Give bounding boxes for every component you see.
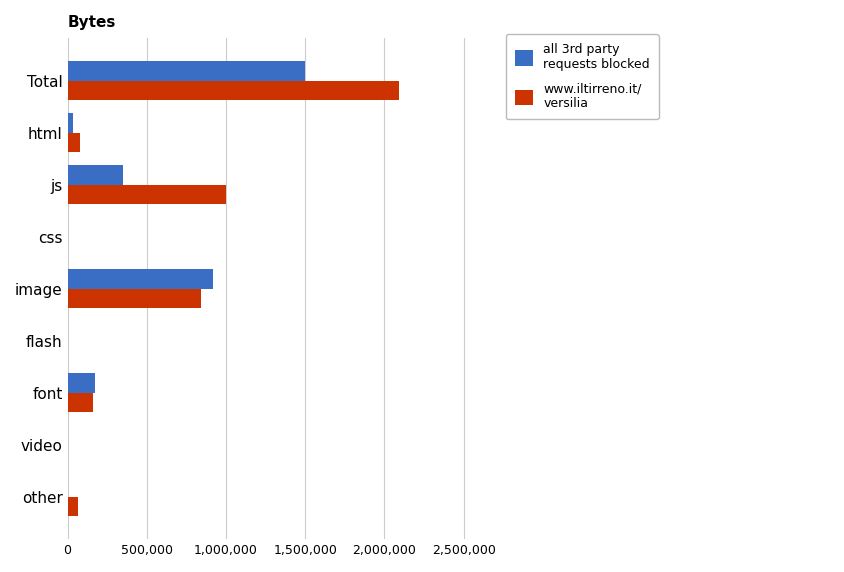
Bar: [68, 81, 398, 101]
Bar: [68, 289, 200, 308]
Legend: all 3rd party
requests blocked, www.iltirreno.it/
versilia: all 3rd party requests blocked, www.ilti…: [506, 34, 658, 119]
Bar: [68, 373, 95, 392]
Bar: [68, 133, 80, 152]
Bar: [68, 392, 93, 412]
Bar: [68, 61, 305, 81]
Bar: [68, 269, 213, 289]
Bar: [68, 113, 73, 133]
Bar: [68, 165, 123, 185]
Bar: [68, 496, 78, 517]
Bar: [68, 185, 225, 204]
Text: Bytes: Bytes: [68, 15, 116, 30]
